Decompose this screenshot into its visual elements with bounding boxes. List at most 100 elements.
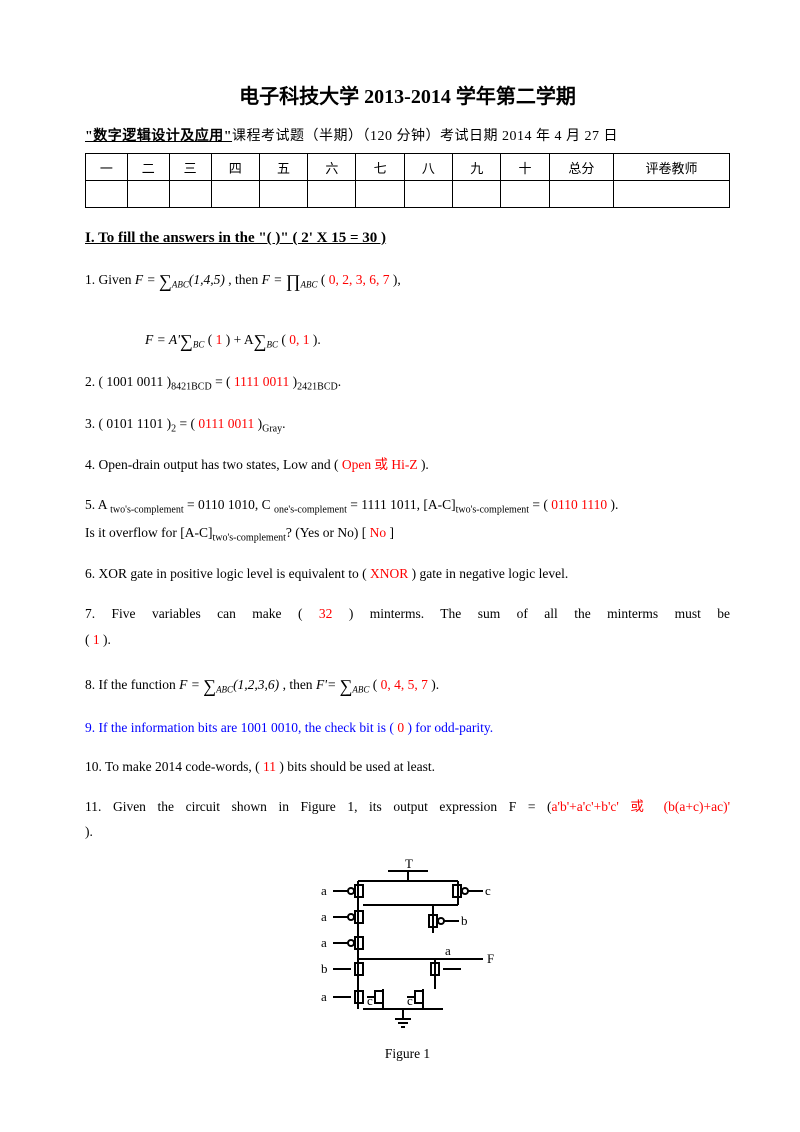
course-name: "数字逻辑设计及应用" — [85, 129, 232, 144]
q5-2b: ? (Yes or No) [ — [286, 525, 370, 540]
question-10: 10. To make 2014 code-words, ( 11 ) bits… — [85, 754, 730, 780]
q8-f2: F'= — [316, 677, 340, 692]
q7-ans2: 1 — [93, 632, 100, 647]
col-1: 一 — [86, 154, 128, 181]
q8-pre: 8. If the function — [85, 677, 179, 692]
q7-c: ( — [85, 632, 93, 647]
label-a2: a — [321, 909, 327, 924]
q8-sub: ABC — [216, 685, 233, 695]
q3-pre: 3. ( 0101 1101 ) — [85, 416, 171, 431]
q2-end: . — [338, 374, 341, 389]
q8-close: ). — [428, 677, 439, 692]
q5-ans2: No — [370, 525, 387, 540]
col-7: 七 — [356, 154, 404, 181]
col-2: 二 — [127, 154, 169, 181]
q5-e: ). — [607, 497, 618, 512]
subtitle-rest: 课程考试题（半期）（120 分钟）考试日期 2014 年 4 月 27 日 — [232, 129, 618, 144]
q10-ans: 11 — [263, 759, 276, 774]
label-a3: a — [321, 935, 327, 950]
q5-b: = 0110 1010, C — [184, 497, 274, 512]
col-3: 三 — [169, 154, 211, 181]
q1-pre: 1. Given — [85, 272, 135, 287]
q3-mid: = ( — [176, 416, 198, 431]
q5-ans1: 0110 1110 — [551, 497, 607, 512]
col-9: 九 — [453, 154, 501, 181]
q4-ans: Open 或 Hi-Z — [342, 457, 418, 472]
label-c3: c — [407, 993, 413, 1008]
col-8: 八 — [404, 154, 452, 181]
q1l2-pre: F = A' — [145, 332, 180, 347]
question-3: 3. ( 0101 1101 )2 = ( 0111 0011 )Gray. — [85, 411, 730, 439]
label-b2: b — [321, 961, 328, 976]
q5-subac2: two's-complement — [212, 532, 285, 543]
figure-1: T a a a c b b a a c c F — [85, 859, 730, 1034]
q1l2-c1: ) + A — [222, 332, 253, 347]
q11-ans: a'b'+a'c'+b'c' 或 (b(a+c)+ac)' — [552, 799, 731, 814]
q1-pisub: ABC — [301, 280, 318, 290]
q3-end: . — [282, 416, 285, 431]
col-6: 六 — [308, 154, 356, 181]
label-c1: c — [485, 883, 491, 898]
col-grader: 评卷教师 — [614, 154, 730, 181]
q1-f2: F = — [262, 272, 286, 287]
q8-args: (1,2,3,6) — [233, 677, 279, 692]
q7-d: ). — [100, 632, 111, 647]
q8-ans: 0, 4, 5, 7 — [381, 677, 428, 692]
question-7: 7. Five variables can make ( 32 ) minter… — [85, 601, 730, 652]
q5-subac: two's-complement — [456, 505, 529, 516]
q2-sub2: 2421BCD — [297, 382, 338, 393]
label-b1: b — [461, 913, 468, 928]
label-T: T — [405, 859, 413, 871]
q5-d: = ( — [529, 497, 551, 512]
score-header-row: 一 二 三 四 五 六 七 八 九 十 总分 评卷教师 — [86, 154, 730, 181]
q1-f: F = — [135, 272, 159, 287]
question-2: 2. ( 1001 0011 )8421BCD = ( 1111 0011 )2… — [85, 369, 730, 397]
q2-pre: 2. ( 1001 0011 ) — [85, 374, 171, 389]
section-1-heading: I. To fill the answers in the "( )" ( 2'… — [85, 230, 730, 247]
q3-sub2: Gray — [262, 423, 282, 434]
question-1: 1. Given F = ∑ABC(1,4,5) , then F = ∏ABC… — [85, 261, 730, 355]
q8-f: F = — [179, 677, 203, 692]
circuit-diagram: T a a a c b b a a c c F — [313, 859, 503, 1029]
label-a4: a — [321, 989, 327, 1004]
question-11: 11. Given the circuit shown in Figure 1,… — [85, 794, 730, 845]
q2-sub1: 8421BCD — [171, 382, 212, 393]
q5-2c: ] — [386, 525, 394, 540]
q5-a: 5. A — [85, 497, 110, 512]
q1l2-c2: ). — [309, 332, 320, 347]
q2-mid: = ( — [212, 374, 234, 389]
q3-ans: 0111 0011 — [198, 416, 254, 431]
q1-sumargs: (1,4,5) — [189, 272, 225, 287]
figure-caption: Figure 1 — [85, 1046, 730, 1062]
q1l2-sub2: BC — [266, 340, 278, 350]
col-4: 四 — [211, 154, 259, 181]
q8-then: , then — [283, 677, 316, 692]
q1l2-ans2: 0, 1 — [289, 332, 309, 347]
q7-ans1: 32 — [319, 606, 333, 621]
q7-b: ) minterms. The sum of all the minterms … — [332, 606, 730, 621]
question-4: 4. Open-drain output has two states, Low… — [85, 452, 730, 478]
q1-ans1: 0, 2, 3, 6, 7 — [329, 272, 390, 287]
q6-post: ) gate in negative logic level. — [408, 566, 568, 581]
q6-ans: XNOR — [370, 566, 408, 581]
label-F: F — [487, 951, 494, 966]
page-title: 电子科技大学 2013-2014 学年第二学期 — [85, 80, 730, 109]
question-6: 6. XOR gate in positive logic level is e… — [85, 561, 730, 587]
q10-pre: 10. To make 2014 code-words, ( — [85, 759, 263, 774]
q8-sub2: ABC — [352, 685, 369, 695]
score-value-row — [86, 181, 730, 208]
q1-close: ), — [390, 272, 401, 287]
q1l2-o1: ( — [208, 332, 216, 347]
q1-open: ( — [321, 272, 329, 287]
q2-ans: 1111 0011 — [234, 374, 289, 389]
q8-open: ( — [373, 677, 381, 692]
q2-post: ) — [289, 374, 297, 389]
subtitle: "数字逻辑设计及应用"课程考试题（半期）（120 分钟）考试日期 2014 年 … — [85, 125, 730, 145]
q11-post: ). — [85, 824, 93, 839]
q10-post: ) bits should be used at least. — [276, 759, 435, 774]
question-8: 8. If the function F = ∑ABC(1,2,3,6) , t… — [85, 666, 730, 700]
col-5: 五 — [259, 154, 307, 181]
score-table: 一 二 三 四 五 六 七 八 九 十 总分 评卷教师 — [85, 153, 730, 208]
q4-post: ). — [418, 457, 429, 472]
q1-sumsub: ABC — [172, 280, 189, 290]
